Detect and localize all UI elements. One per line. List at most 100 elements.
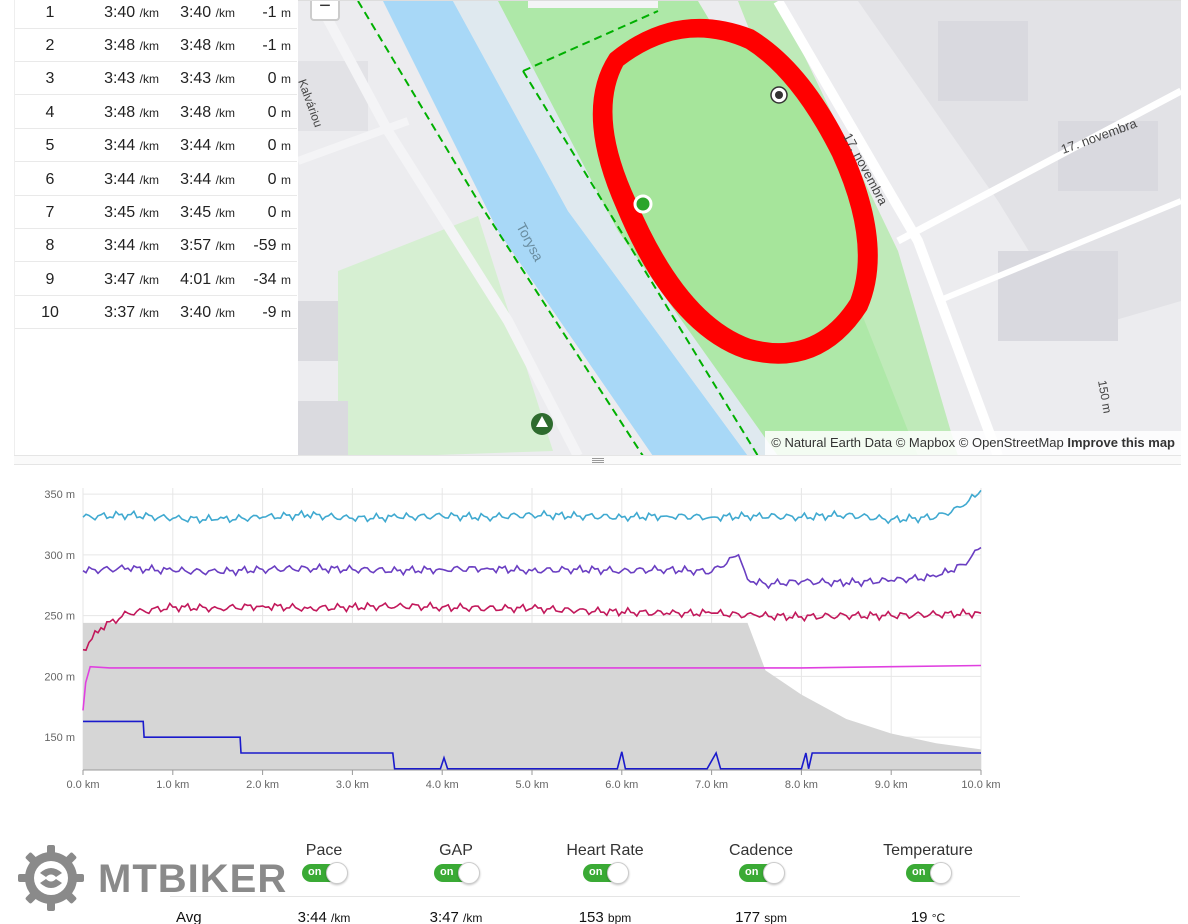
activity-chart[interactable]: 350 m 300 m 250 m 200 m 150 m 0.0 km 1.0 km 2.… [14, 480, 1014, 800]
stats-divider [170, 896, 1020, 897]
y-tick-label: 150 m [44, 732, 75, 744]
zoom-out-button[interactable]: − [310, 1, 340, 21]
avg-heart-rate: 153 bpm [578, 909, 632, 924]
tree-icon-glyph [536, 416, 548, 427]
split-gap: 3:48 /km [180, 104, 235, 121]
split-number: 7 [45, 204, 55, 221]
panel-resize-handle[interactable] [14, 455, 1181, 465]
avg-gap: 3:47 /km [429, 909, 483, 924]
split-pace: 3:48 /km [104, 37, 159, 54]
map-canvas[interactable]: Torysa 17. novembra 17. novembra Kalvári… [298, 1, 1181, 455]
split-gap: 3:40 /km [180, 304, 235, 321]
park-area [338, 216, 553, 455]
split-gap: 3:44 /km [180, 137, 235, 154]
split-elevation: -1 m [262, 4, 291, 21]
attribution-text[interactable]: © Natural Earth Data © Mapbox © OpenStre… [771, 435, 1064, 450]
split-row[interactable]: 6 3:44 /km 3:44 /km 0 m [15, 163, 297, 196]
y-axis-ticks: 350 m 300 m 250 m 200 m 150 m [44, 489, 75, 744]
x-tick-label: 9.0 km [875, 779, 908, 791]
start-marker[interactable] [633, 194, 653, 214]
stat-cadence: Cadence on [681, 842, 841, 887]
split-gap: 3:44 /km [180, 171, 235, 188]
split-number: 4 [45, 104, 55, 121]
boundary-line [522, 70, 759, 455]
stat-title: Cadence [728, 842, 794, 859]
river-water [383, 1, 748, 455]
temperature-toggle[interactable]: on [906, 862, 952, 884]
road-17-novembra [773, 1, 1003, 455]
toggle-knob [607, 862, 629, 884]
split-row[interactable]: 9 3:47 /km 4:01 /km -34 m [15, 263, 297, 296]
series-line [83, 720, 981, 770]
improve-map-link[interactable]: Improve this map [1067, 435, 1175, 450]
x-tick-label: 3.0 km [336, 779, 369, 791]
split-number: 5 [45, 137, 55, 154]
route-map[interactable]: Torysa 17. novembra 17. novembra Kalvári… [298, 0, 1181, 455]
split-row[interactable]: 8 3:44 /km 3:57 /km -59 m [15, 229, 297, 262]
y-tick-label: 250 m [44, 611, 75, 623]
split-gap: 3:48 /km [180, 37, 235, 54]
split-elevation: 0 m [267, 204, 291, 221]
cadence-toggle[interactable]: on [739, 862, 785, 884]
boundary-line [357, 1, 644, 455]
split-number: 2 [45, 37, 55, 54]
avg-cadence: 177 spm [735, 909, 787, 924]
stat-heart-rate: Heart Rate on [525, 842, 685, 887]
split-row[interactable]: 2 3:48 /km 3:48 /km -1 m [15, 29, 297, 62]
building [298, 401, 348, 455]
splits-table: 1 3:40 /km 3:40 /km -1 m 2 3:48 /km 3:48… [14, 0, 298, 455]
split-elevation: 0 m [267, 104, 291, 121]
x-tick-label: 7.0 km [695, 779, 728, 791]
split-gap: 3:57 /km [180, 237, 235, 254]
avg-temperature: 19 °C [910, 909, 946, 924]
gap-toggle[interactable]: on [434, 862, 480, 884]
split-pace: 3:43 /km [104, 70, 159, 87]
grip-icon [592, 458, 604, 463]
split-pace: 3:44 /km [104, 137, 159, 154]
gps-track [604, 29, 866, 352]
split-number: 9 [45, 271, 55, 288]
stat-pace: Pace on [244, 842, 404, 887]
split-row[interactable]: 5 3:44 /km 3:44 /km 0 m [15, 129, 297, 162]
x-tick-label: 0.0 km [66, 779, 99, 791]
heart-rate-toggle[interactable]: on [583, 862, 629, 884]
x-tick-label: 8.0 km [785, 779, 818, 791]
split-elevation: 0 m [267, 137, 291, 154]
stat-title: Pace [305, 842, 343, 859]
split-elevation: -9 m [262, 304, 291, 321]
y-tick-label: 350 m [44, 489, 75, 501]
logo-text: MTBIKER [98, 857, 288, 901]
split-row[interactable]: 7 3:45 /km 3:45 /km 0 m [15, 196, 297, 229]
road [936, 198, 1181, 304]
x-tick-label: 6.0 km [605, 779, 638, 791]
split-elevation: -1 m [262, 37, 291, 54]
road-embankment [313, 1, 583, 455]
split-pace: 3:40 /km [104, 4, 159, 21]
toggle-knob [458, 862, 480, 884]
split-pace: 3:47 /km [104, 271, 159, 288]
split-row[interactable]: 10 3:37 /km 3:40 /km -9 m [15, 296, 297, 329]
stat-temperature: Temperature on [848, 842, 1008, 887]
split-row[interactable]: 3 3:43 /km 3:43 /km 0 m [15, 62, 297, 95]
split-gap: 3:43 /km [180, 70, 235, 87]
building [298, 301, 338, 361]
split-elevation: -34 m [253, 271, 291, 288]
x-axis-ticks: 0.0 km 1.0 km 2.0 km 3.0 km 4.0 km 5.0 km 6.0 … [66, 770, 1001, 791]
finish-flag-icon [775, 91, 783, 99]
boundary-line [522, 10, 659, 72]
toggle-knob [326, 862, 348, 884]
chart-series [82, 489, 982, 770]
split-row[interactable]: 4 3:48 /km 3:48 /km 0 m [15, 96, 297, 129]
split-pace: 3:44 /km [104, 237, 159, 254]
series-line [82, 601, 982, 652]
road [298, 117, 410, 165]
avg-pace: 3:44 /km [297, 909, 351, 924]
split-elevation: 0 m [267, 171, 291, 188]
split-pace: 3:37 /km [104, 304, 159, 321]
toggle-knob [930, 862, 952, 884]
x-tick-label: 1.0 km [156, 779, 189, 791]
pace-toggle[interactable]: on [302, 862, 348, 884]
embankment [453, 1, 778, 455]
x-tick-label: 4.0 km [426, 779, 459, 791]
split-row[interactable]: 1 3:40 /km 3:40 /km -1 m [15, 0, 297, 29]
